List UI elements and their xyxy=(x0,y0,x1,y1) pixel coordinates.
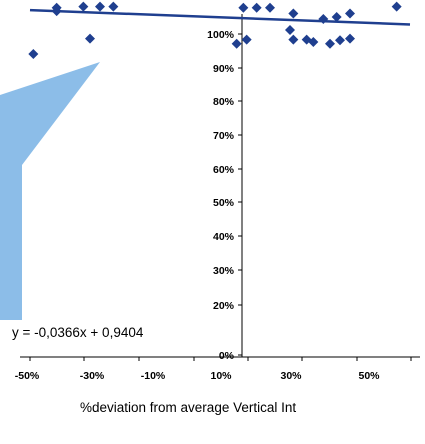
data-point xyxy=(288,8,299,19)
y-tick-label: 70% xyxy=(213,130,235,142)
y-tick-label: 40% xyxy=(213,231,235,243)
data-point xyxy=(335,35,345,46)
data-point xyxy=(238,2,249,13)
y-tick-label: 30% xyxy=(213,265,235,277)
data-point xyxy=(391,1,402,12)
x-tick-group: -50% -30% -10% 10% 30% 50% xyxy=(15,357,412,382)
x-tick-label: -50% xyxy=(15,370,40,382)
data-point xyxy=(231,38,242,49)
callout-shape xyxy=(0,62,100,320)
data-point xyxy=(51,6,62,17)
y-tick-label: 90% xyxy=(213,63,235,75)
data-point xyxy=(345,33,355,44)
data-point xyxy=(95,1,105,12)
x-tick-label: -30% xyxy=(80,370,105,382)
data-point xyxy=(308,37,319,48)
y-tick-label: 80% xyxy=(213,96,235,108)
y-tick-group: 0% 20% 30% 40% 50% 60% 70% 80% 90% 100% xyxy=(207,29,242,362)
y-tick-label: 50% xyxy=(213,197,235,209)
points-group xyxy=(28,1,402,60)
y-tick-label: 0% xyxy=(219,350,235,362)
x-tick-label: 10% xyxy=(210,370,232,382)
data-point xyxy=(325,38,335,49)
trendline xyxy=(29,8,411,26)
x-tick-label: 50% xyxy=(358,370,380,382)
trendline-group xyxy=(29,8,411,26)
data-point xyxy=(318,14,329,25)
data-point xyxy=(28,49,39,60)
x-tick-label: 30% xyxy=(280,370,302,382)
data-point xyxy=(78,1,89,12)
data-point xyxy=(285,25,295,36)
x-tick-label: -10% xyxy=(141,370,166,382)
data-point xyxy=(85,33,95,44)
x-axis-label: %deviation from average Vertical Int xyxy=(80,400,296,415)
data-point xyxy=(345,8,355,19)
y-tick-label: 20% xyxy=(213,300,235,312)
data-point xyxy=(241,34,252,45)
axes xyxy=(20,14,420,358)
trendline-equation: y = -0,0366x + 0,9404 xyxy=(12,325,144,340)
data-point xyxy=(331,11,342,22)
y-tick-label: 60% xyxy=(213,164,235,176)
data-point xyxy=(108,1,119,12)
data-point xyxy=(265,2,275,13)
data-point xyxy=(288,34,299,45)
y-tick-label: 100% xyxy=(207,29,235,41)
data-point xyxy=(251,2,262,13)
